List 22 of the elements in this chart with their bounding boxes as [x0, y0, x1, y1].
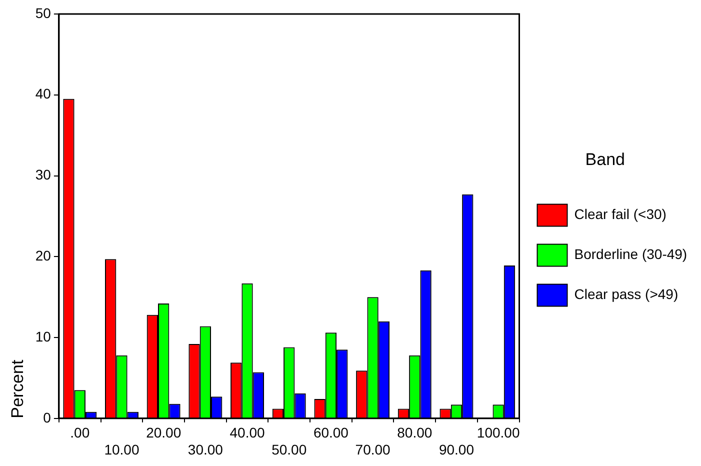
- y-tick-label: 30: [35, 166, 52, 183]
- x-tick-label: 10.00: [104, 441, 140, 458]
- x-tick-label: .00: [70, 424, 90, 441]
- x-tick-label: 70.00: [355, 441, 391, 458]
- x-tick-label: 50.00: [272, 441, 307, 458]
- legend-label: Borderline (30-49): [574, 246, 688, 262]
- y-axis-title: Percent: [8, 360, 27, 418]
- legend-label: Clear pass (>49): [574, 286, 678, 302]
- legend-label: Clear fail (<30): [574, 206, 666, 222]
- x-tick-label: 80.00: [397, 424, 432, 441]
- x-tick-label: 30.00: [188, 441, 224, 458]
- y-tick-label: 20: [35, 248, 52, 264]
- x-tick-label: 100.00: [476, 424, 520, 441]
- legend-title: Band: [585, 150, 625, 169]
- y-tick-label: 10: [35, 328, 52, 344]
- x-tick-label: 90.00: [438, 441, 474, 458]
- x-tick-label: 60.00: [313, 424, 349, 441]
- y-tick-label: 40: [35, 86, 52, 102]
- y-tick-label: 0: [43, 409, 52, 426]
- x-tick-label: 20.00: [146, 424, 182, 441]
- x-tick-label: 40.00: [230, 424, 265, 441]
- y-tick-label: 50: [35, 4, 52, 21]
